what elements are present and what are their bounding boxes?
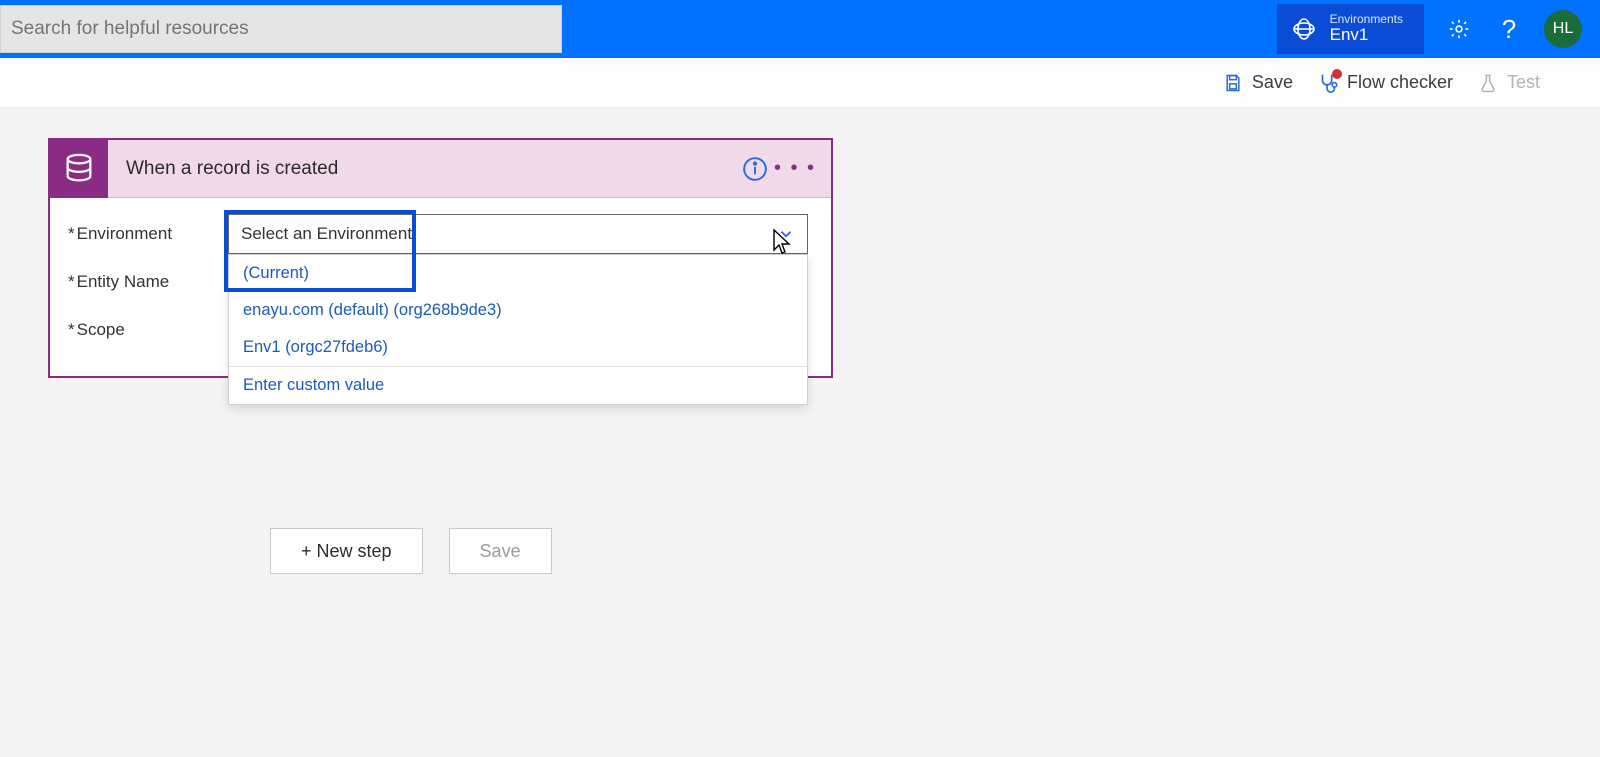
new-step-button[interactable]: + New step	[270, 528, 423, 574]
trigger-title: When a record is created	[126, 158, 338, 180]
command-bar: Save Flow checker Test	[0, 58, 1600, 108]
scope-label: *Scope	[68, 320, 228, 340]
trigger-body: *Environment Select an Environment. (C	[50, 198, 831, 376]
trigger-header[interactable]: When a record is created • • •	[50, 140, 831, 198]
gear-icon	[1448, 18, 1470, 40]
flow-checker-label: Flow checker	[1347, 72, 1453, 93]
environment-dropdown-panel: (Current) enayu.com (default) (org268b9d…	[228, 254, 808, 405]
top-header: Environments Env1 ? HL	[0, 0, 1600, 58]
search-input[interactable]	[0, 5, 562, 53]
ellipsis-icon: • • •	[774, 157, 816, 180]
environment-label: *Environment	[68, 224, 228, 244]
chevron-down-icon	[777, 225, 795, 243]
step-buttons: + New step Save	[270, 528, 552, 574]
trigger-more-button[interactable]: • • •	[775, 149, 815, 189]
new-step-label: + New step	[301, 541, 392, 562]
save-command[interactable]: Save	[1222, 72, 1293, 94]
trigger-info-button[interactable]	[735, 149, 775, 189]
environment-dropdown-placeholder: Select an Environment.	[241, 224, 417, 244]
canvas-save-label: Save	[480, 541, 521, 562]
environment-field-row: *Environment Select an Environment. (C	[68, 210, 813, 258]
environment-switcher[interactable]: Environments Env1	[1277, 4, 1424, 54]
error-badge	[1332, 69, 1342, 79]
database-icon	[50, 140, 108, 198]
test-command-label: Test	[1507, 72, 1540, 93]
env-option-default[interactable]: enayu.com (default) (org268b9de3)	[229, 292, 807, 329]
trigger-card: When a record is created • • • *Environm…	[48, 138, 833, 378]
environment-select-wrap: Select an Environment. (Current) enayu.c…	[228, 214, 813, 254]
info-icon	[742, 156, 768, 182]
flow-checker-command[interactable]: Flow checker	[1317, 72, 1453, 94]
save-command-label: Save	[1252, 72, 1293, 93]
env-option-env1[interactable]: Env1 (orgc27fdeb6)	[229, 329, 807, 366]
avatar-initials: HL	[1553, 20, 1573, 38]
entity-name-label: *Entity Name	[68, 272, 228, 292]
help-icon: ?	[1502, 14, 1516, 45]
beaker-icon	[1477, 72, 1499, 94]
environment-dropdown[interactable]: Select an Environment.	[228, 214, 808, 254]
canvas-save-button[interactable]: Save	[449, 528, 552, 574]
environment-icon	[1292, 17, 1316, 41]
environment-name: Env1	[1330, 26, 1403, 45]
settings-button[interactable]	[1438, 8, 1480, 50]
test-command[interactable]: Test	[1477, 72, 1540, 94]
flow-canvas: When a record is created • • • *Environm…	[0, 108, 1600, 378]
help-button[interactable]: ?	[1488, 8, 1530, 50]
env-option-custom[interactable]: Enter custom value	[229, 366, 807, 404]
env-option-current[interactable]: (Current)	[229, 255, 807, 292]
stethoscope-icon	[1317, 72, 1339, 94]
save-icon	[1222, 72, 1244, 94]
user-avatar[interactable]: HL	[1544, 10, 1582, 48]
